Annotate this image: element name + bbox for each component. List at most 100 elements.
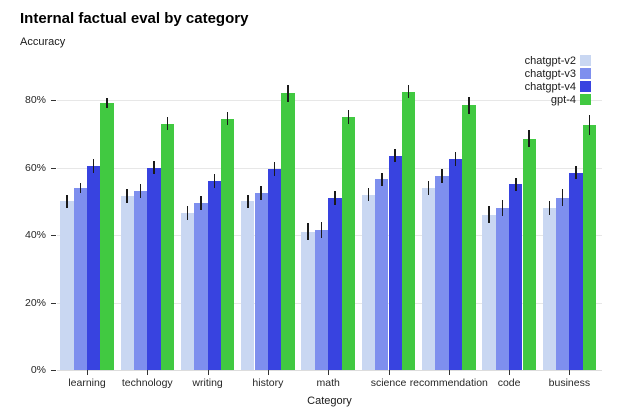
- x-axis-tick-label: learning: [68, 377, 106, 389]
- x-axis-tick-label: code: [497, 377, 521, 389]
- gridline: [57, 370, 602, 371]
- bar-chatgpt-v3: [435, 175, 449, 370]
- gridline: [57, 167, 602, 169]
- error-bar: [441, 169, 443, 183]
- x-axis-tick: [147, 370, 149, 375]
- error-bar: [468, 96, 470, 114]
- error-bar: [92, 159, 95, 173]
- x-axis-tick-label: science: [370, 377, 407, 389]
- error-bar: [226, 111, 229, 126]
- bar-chatgpt-v2: [542, 208, 556, 370]
- bar-chatgpt-v3: [314, 229, 329, 370]
- bar-chatgpt-v2: [301, 231, 315, 370]
- x-axis-tick: [509, 370, 511, 375]
- bar-gpt-4: [522, 138, 536, 370]
- bar-gpt-4: [160, 123, 175, 370]
- legend-label: chatgpt-v4: [524, 80, 576, 93]
- bar-gpt-4: [100, 103, 114, 370]
- error-bar: [166, 116, 169, 131]
- error-bar: [561, 189, 564, 207]
- bar-chatgpt-v4: [207, 181, 221, 370]
- y-axis-tick: [51, 302, 56, 304]
- error-bar: [407, 84, 410, 99]
- x-axis-tick-label: business: [548, 377, 591, 389]
- bar-chatgpt-v2: [482, 214, 496, 370]
- legend-item-gpt-4: gpt-4: [551, 93, 591, 106]
- x-axis-tick-label: history: [252, 377, 284, 389]
- bar-chatgpt-v3: [254, 192, 268, 370]
- bar-chatgpt-v4: [448, 159, 463, 370]
- y-axis-tick: [51, 100, 56, 101]
- legend-swatch-icon: [580, 55, 591, 66]
- error-bar: [381, 172, 383, 187]
- error-bar: [213, 174, 216, 188]
- x-axis-tick-label: writing: [192, 377, 223, 389]
- bar-chatgpt-v4: [388, 155, 402, 370]
- x-axis-tick: [267, 370, 269, 375]
- x-axis-tick-label: math: [316, 377, 340, 389]
- error-bar: [575, 165, 577, 180]
- error-bar: [367, 187, 370, 202]
- x-axis-tick-label: technology: [121, 377, 173, 389]
- bar-chatgpt-v3: [556, 197, 570, 370]
- error-bar: [106, 98, 108, 109]
- y-axis-tick-label: 40%: [24, 229, 46, 241]
- error-bar: [501, 199, 504, 217]
- error-bar: [588, 115, 591, 136]
- y-axis-tick: [51, 235, 56, 236]
- bar-chatgpt-v3: [375, 179, 389, 370]
- error-bar: [307, 223, 309, 241]
- error-bar: [347, 110, 350, 124]
- bar-chatgpt-v4: [147, 167, 161, 370]
- bar-chatgpt-v3: [133, 191, 148, 370]
- error-bar: [548, 201, 551, 215]
- bar-gpt-4: [401, 91, 416, 370]
- bar-chatgpt-v4: [328, 197, 342, 370]
- legend-swatch-icon: [580, 81, 591, 92]
- bar-chatgpt-v4: [509, 184, 523, 370]
- error-bar: [247, 194, 249, 208]
- y-axis-tick-label: 20%: [24, 296, 46, 309]
- y-axis-tick-label: 60%: [24, 161, 46, 174]
- error-bar: [528, 130, 530, 148]
- bar-chatgpt-v2: [120, 196, 134, 370]
- error-bar: [260, 186, 262, 200]
- y-axis-tick-label: 0%: [30, 364, 46, 376]
- legend-item-chatgpt-v2: chatgpt-v2: [525, 54, 591, 67]
- error-bar: [186, 206, 189, 220]
- bar-chatgpt-v2: [422, 187, 436, 370]
- bar-chatgpt-v3: [495, 208, 510, 370]
- error-bar: [334, 191, 336, 205]
- bar-gpt-4: [221, 118, 235, 370]
- bar-chatgpt-v4: [267, 169, 282, 370]
- legend-label: chatgpt-v3: [524, 67, 576, 80]
- bar-gpt-4: [462, 105, 476, 370]
- legend-label: chatgpt-v2: [524, 54, 576, 67]
- error-bar: [273, 162, 276, 176]
- bar-chatgpt-v2: [361, 194, 376, 370]
- chart-title: Internal factual eval by category: [20, 10, 249, 27]
- bar-chatgpt-v4: [569, 172, 583, 370]
- error-bar: [66, 194, 68, 208]
- y-axis-tick: [51, 167, 56, 169]
- error-bar: [200, 196, 202, 210]
- legend-item-chatgpt-v4: chatgpt-v4: [525, 80, 591, 93]
- error-bar: [394, 148, 396, 163]
- bar-gpt-4: [341, 116, 355, 370]
- bar-gpt-4: [281, 93, 295, 370]
- error-bar: [287, 84, 289, 102]
- x-axis-tick: [388, 370, 390, 375]
- y-axis-tick: [51, 370, 56, 371]
- y-axis-title: Accuracy: [20, 36, 66, 48]
- bar-chatgpt-v3: [194, 202, 208, 370]
- error-bar: [427, 181, 430, 195]
- gridline: [57, 100, 602, 101]
- x-axis-title: Category: [307, 395, 352, 407]
- legend-item-chatgpt-v3: chatgpt-v3: [525, 67, 591, 80]
- bar-chatgpt-v2: [60, 201, 74, 370]
- bar-gpt-4: [582, 125, 597, 370]
- y-axis-tick-label: 80%: [24, 94, 46, 106]
- legend-label: gpt-4: [550, 93, 576, 106]
- x-axis-tick: [328, 370, 330, 375]
